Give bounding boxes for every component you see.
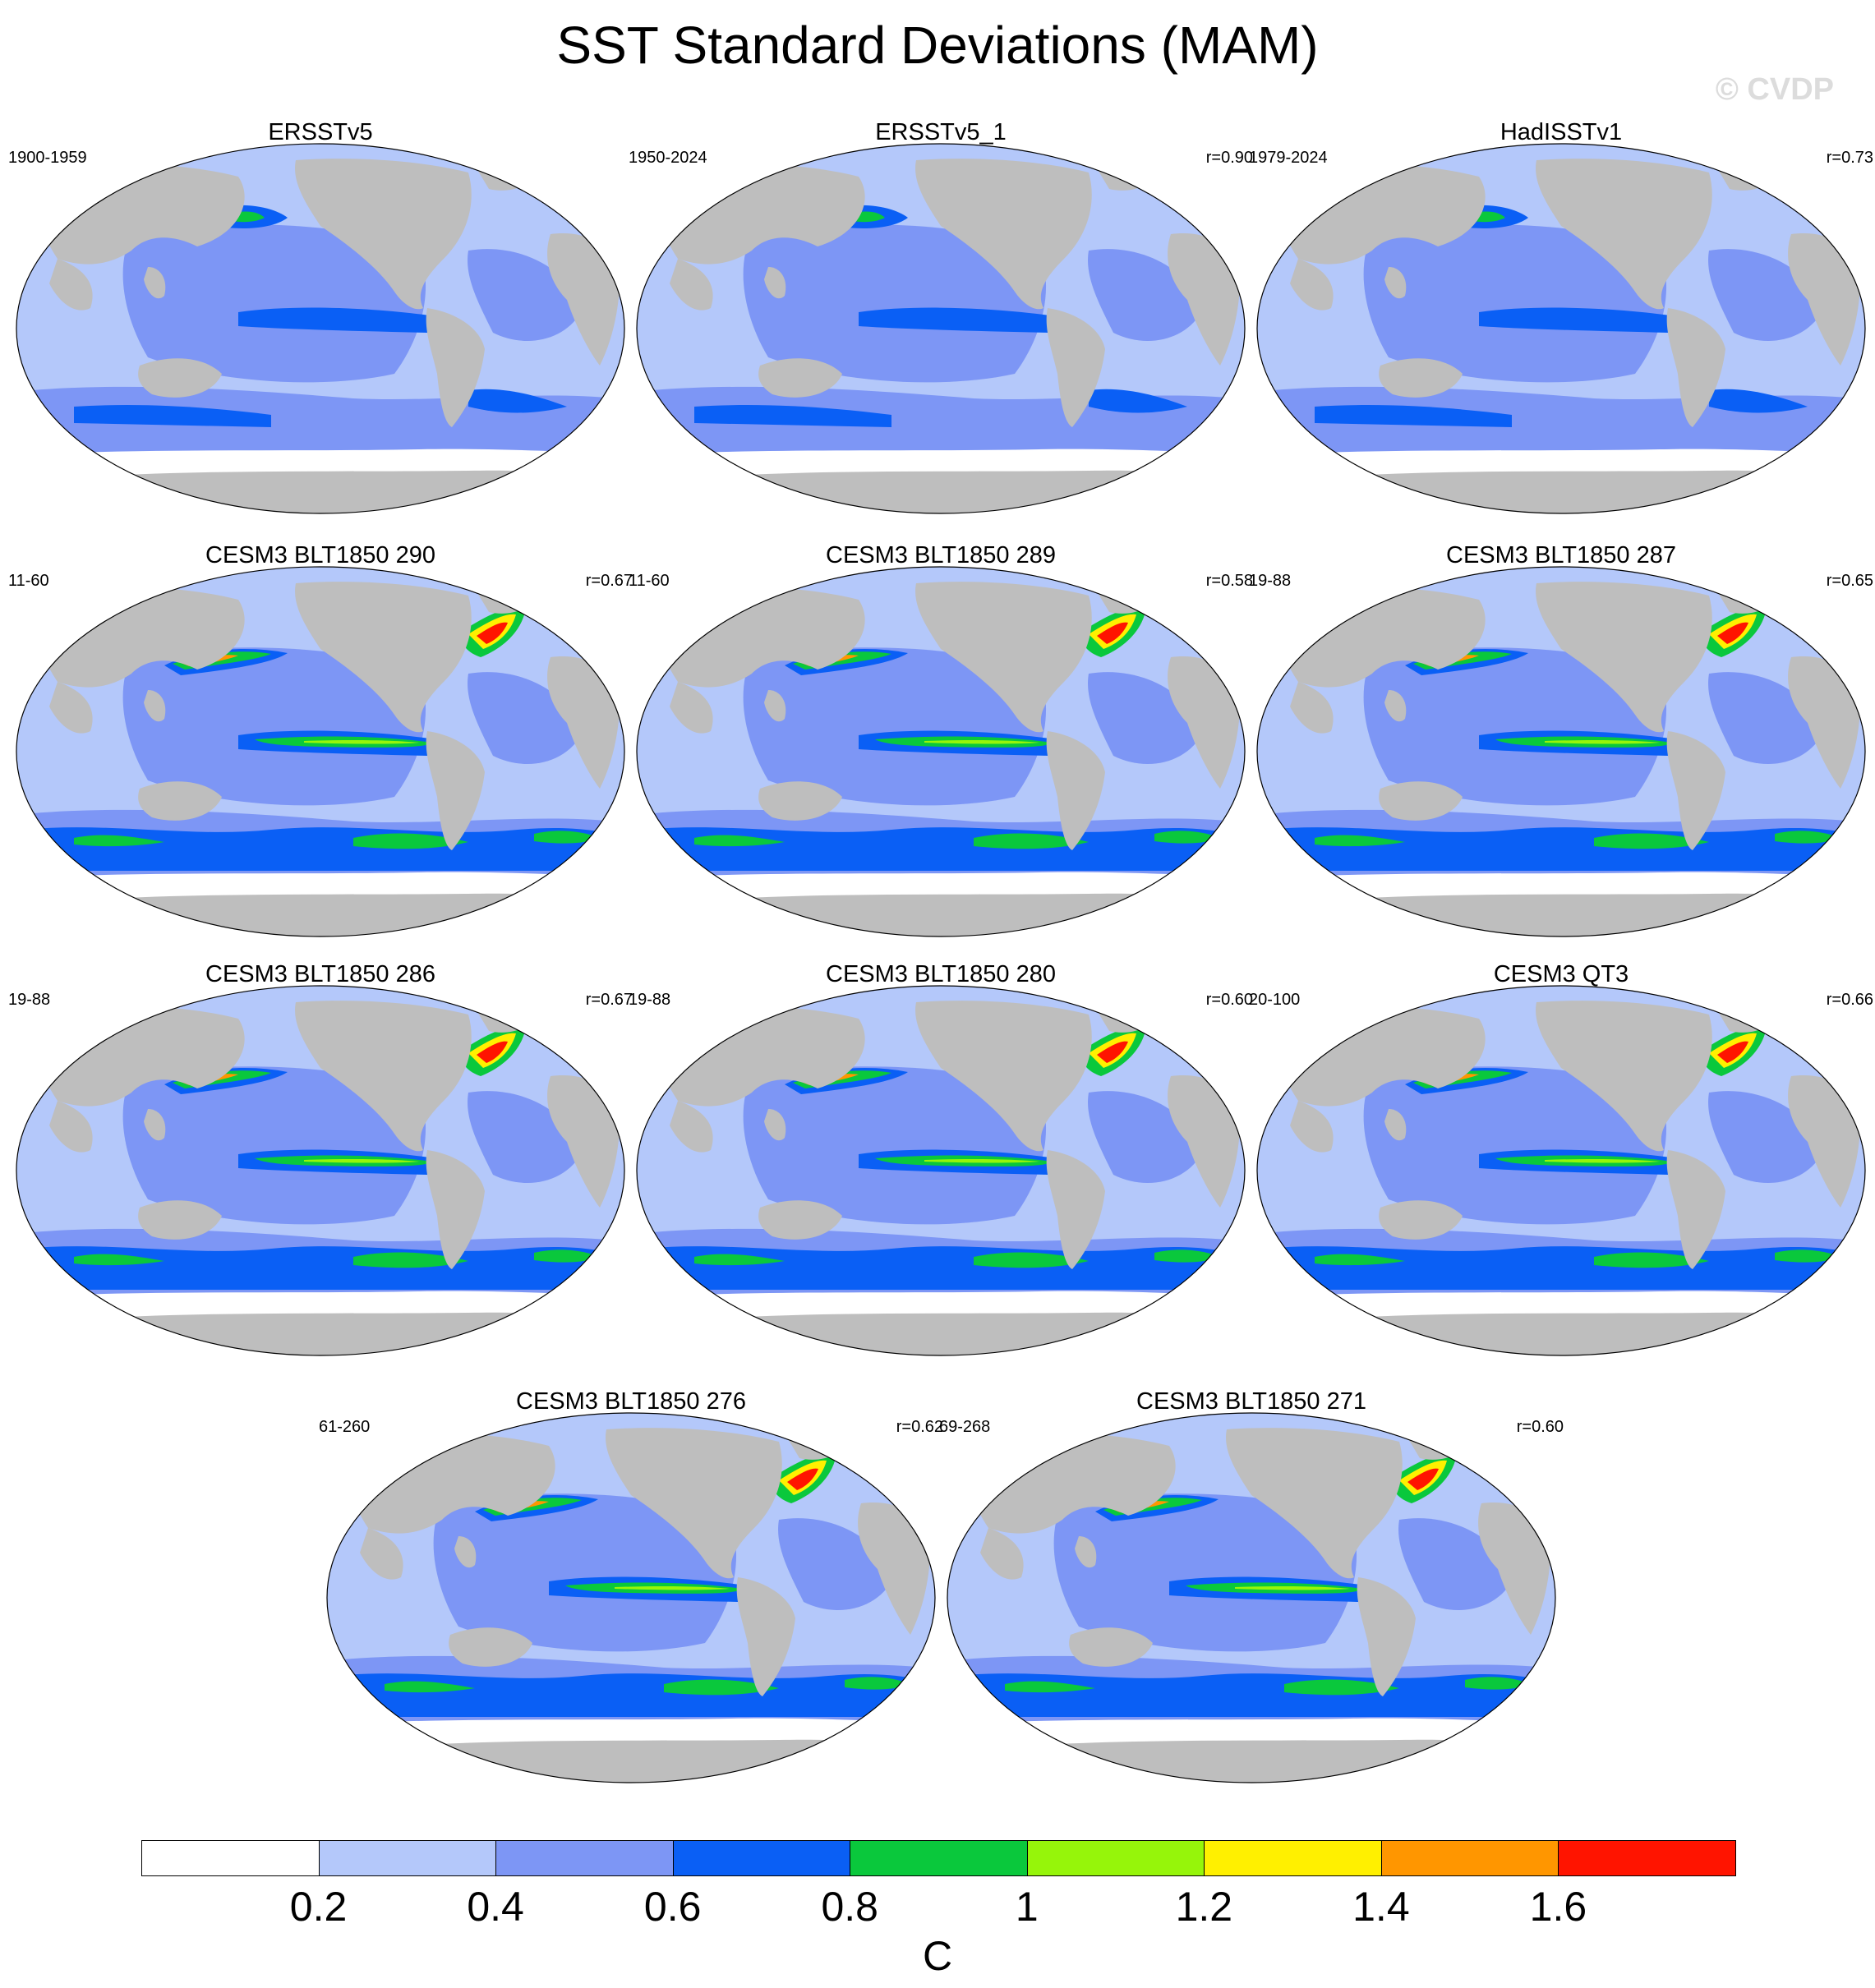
map-panel: ERSSTv5 1900-1959 xyxy=(8,119,633,514)
colorbar-unit-label: C xyxy=(922,1933,953,1979)
world-map xyxy=(1256,143,1866,514)
world-map xyxy=(16,143,625,514)
map-panel: CESM3 BLT1850 280 19-88 r=0.60 xyxy=(629,961,1253,1356)
world-map xyxy=(16,566,625,937)
panel-correlation: r=0.66 xyxy=(1826,991,1873,1009)
panel-period: 19-88 xyxy=(1249,572,1292,590)
panel-period: 1900-1959 xyxy=(8,149,87,167)
panel-title: CESM3 BLT1850 271 xyxy=(1136,1388,1366,1415)
world-map xyxy=(947,1412,1556,1783)
colorbar-tick-label: 0.8 xyxy=(821,1884,878,1930)
map-panel: ERSSTv5_1 1950-2024 r=0.90 xyxy=(629,119,1253,514)
panel-correlation: r=0.60 xyxy=(1205,991,1253,1009)
panel-title: CESM3 BLT1850 276 xyxy=(516,1388,746,1415)
panel-period: 1979-2024 xyxy=(1249,149,1328,167)
panel-period: 19-88 xyxy=(8,991,51,1009)
panel-correlation: r=0.62 xyxy=(896,1418,943,1436)
colorbar-swatch xyxy=(1558,1840,1736,1876)
colorbar-swatch xyxy=(850,1840,1028,1876)
panel-correlation: r=0.60 xyxy=(1516,1418,1564,1436)
panel-period: 69-268 xyxy=(939,1418,991,1436)
panel-period: 20-100 xyxy=(1249,991,1301,1009)
colorbar-swatch xyxy=(141,1840,320,1876)
map-panel: CESM3 BLT1850 276 61-260 r=0.62 xyxy=(319,1388,943,1783)
panel-title: CESM3 QT3 xyxy=(1493,961,1629,987)
world-map xyxy=(1256,566,1866,937)
colorbar xyxy=(141,1840,1736,1876)
panel-title: CESM3 BLT1850 287 xyxy=(1446,542,1676,568)
panel-title: ERSSTv5 xyxy=(268,119,373,145)
panel-period: 1950-2024 xyxy=(629,149,707,167)
panel-title: CESM3 BLT1850 286 xyxy=(205,961,435,987)
panel-correlation: r=0.90 xyxy=(1205,149,1253,167)
world-map xyxy=(16,985,625,1356)
colorbar-swatch xyxy=(1380,1840,1559,1876)
map-panel: HadISSTv1 1979-2024 r=0.73 xyxy=(1249,119,1873,514)
panel-correlation: r=0.58 xyxy=(1205,572,1253,590)
panel-title: CESM3 BLT1850 290 xyxy=(205,542,435,568)
colorbar-swatch xyxy=(672,1840,851,1876)
colorbar-tick-label: 0.2 xyxy=(289,1884,348,1930)
panel-correlation: r=0.67 xyxy=(585,572,633,590)
colorbar-tick-label: 0.4 xyxy=(467,1884,524,1930)
panel-correlation: r=0.73 xyxy=(1826,149,1873,167)
map-panel: CESM3 QT3 20-100 r=0.66 xyxy=(1249,961,1873,1356)
world-map xyxy=(636,143,1246,514)
panel-title: HadISSTv1 xyxy=(1500,119,1623,145)
world-map xyxy=(636,566,1246,937)
colorbar-tick-label: 0.6 xyxy=(643,1884,702,1930)
map-panel: CESM3 BLT1850 271 69-268 r=0.60 xyxy=(939,1388,1564,1783)
map-panel: CESM3 BLT1850 287 19-88 r=0.65 xyxy=(1249,542,1873,937)
panel-correlation: r=0.67 xyxy=(585,991,633,1009)
colorbar-swatch xyxy=(495,1840,674,1876)
panel-title: CESM3 BLT1850 289 xyxy=(826,542,1056,568)
panel-period: 11-60 xyxy=(629,572,670,590)
panel-correlation: r=0.65 xyxy=(1826,572,1873,590)
colorbar-swatch xyxy=(1026,1840,1205,1876)
world-map xyxy=(636,985,1246,1356)
colorbar-swatch xyxy=(1204,1840,1382,1876)
colorbar-tick-label: 1.4 xyxy=(1352,1884,1410,1930)
map-panel: CESM3 BLT1850 290 11-60 r=0.67 xyxy=(8,542,633,937)
panel-title: ERSSTv5_1 xyxy=(875,119,1007,145)
panel-title: CESM3 BLT1850 280 xyxy=(826,961,1056,987)
colorbar-tick-label: 1 xyxy=(1015,1884,1039,1930)
map-panel: CESM3 BLT1850 286 19-88 r=0.67 xyxy=(8,961,633,1356)
figure-title: SST Standard Deviations (MAM) xyxy=(556,16,1319,75)
panel-period: 11-60 xyxy=(8,572,49,590)
colorbar-tick-label: 1.2 xyxy=(1175,1884,1233,1930)
map-panel: CESM3 BLT1850 289 11-60 r=0.58 xyxy=(629,542,1253,937)
colorbar-swatch xyxy=(318,1840,497,1876)
colorbar-tick-label: 1.6 xyxy=(1529,1884,1587,1930)
panel-period: 19-88 xyxy=(629,991,671,1009)
world-map xyxy=(1256,985,1866,1356)
panel-period: 61-260 xyxy=(319,1418,371,1436)
copyright-watermark: © CVDP xyxy=(1715,72,1834,107)
world-map xyxy=(326,1412,936,1783)
